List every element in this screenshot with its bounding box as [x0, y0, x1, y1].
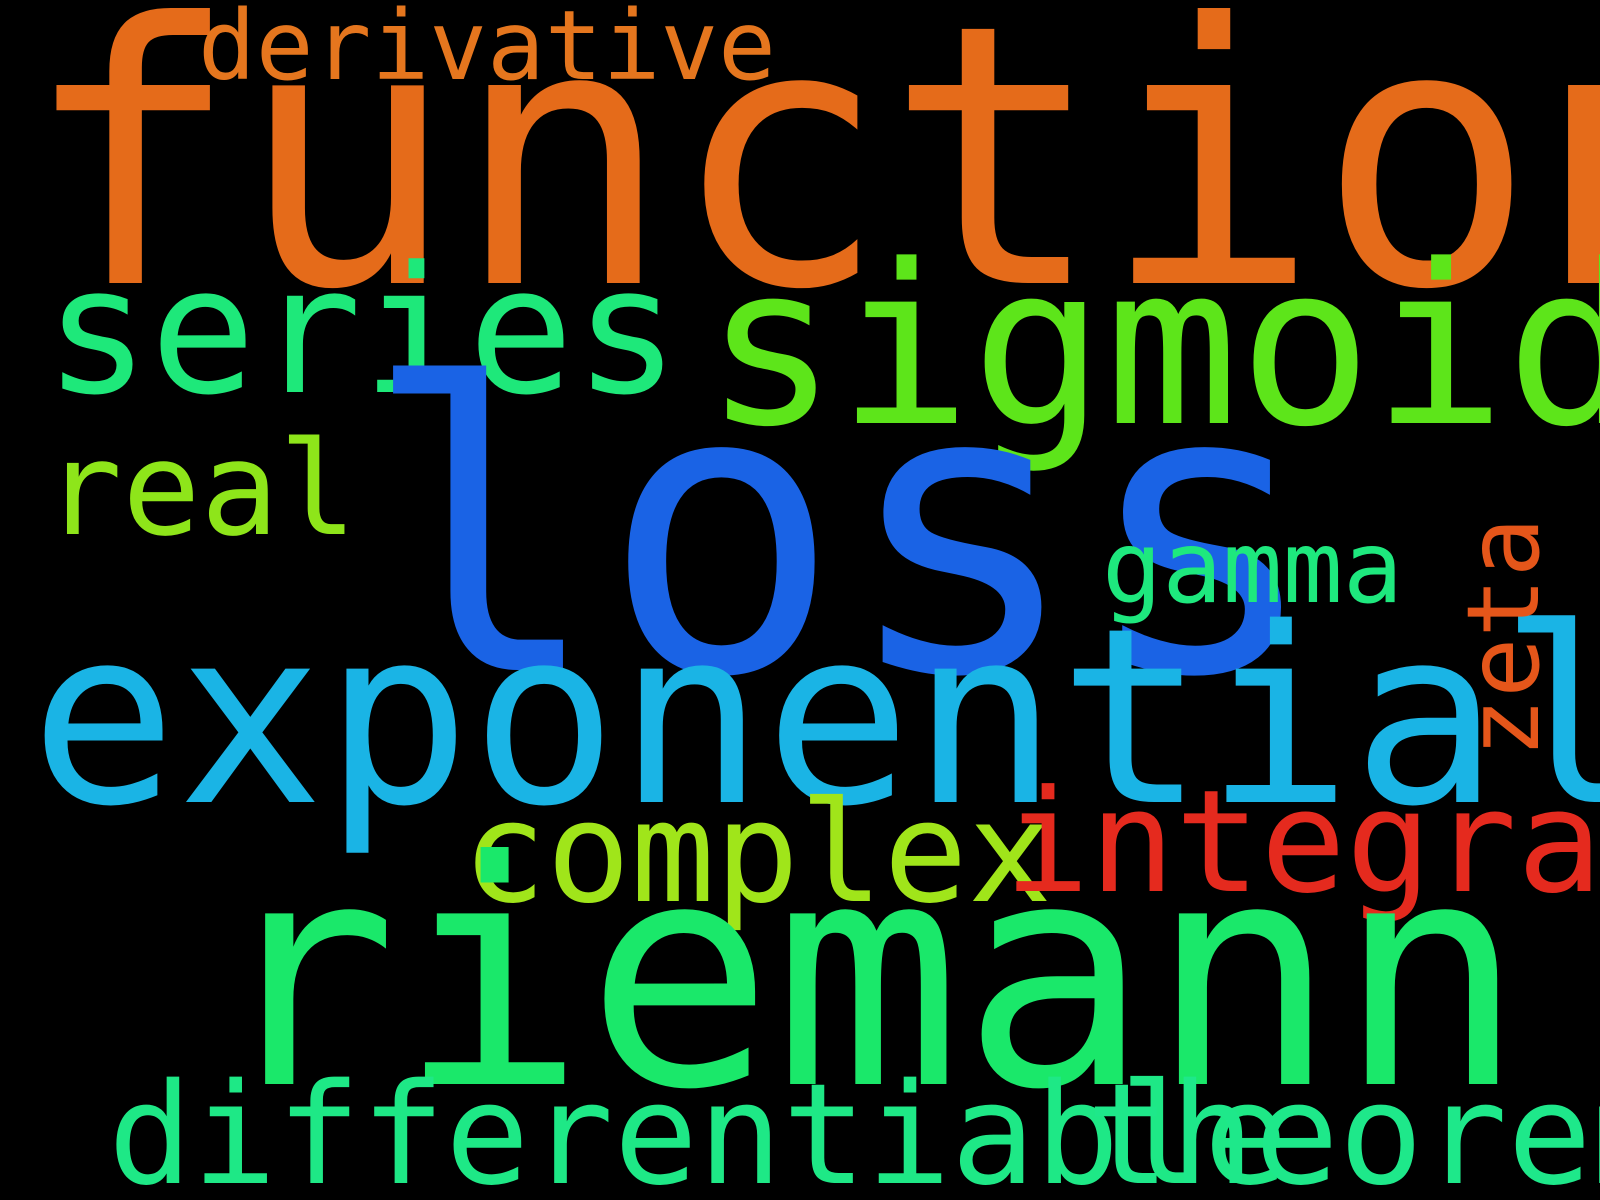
word-exponential: exponential	[30, 576, 1600, 860]
word-real: real	[44, 413, 358, 565]
word-loss: loss	[362, 301, 1321, 764]
word-integral: integral	[1004, 760, 1600, 925]
word-gamma: gamma	[1102, 509, 1404, 626]
word-series: series	[44, 229, 680, 434]
word-theorem: theorem	[1086, 1054, 1600, 1200]
word-differentiable: differentiable	[108, 1054, 1289, 1200]
word-function: function	[22, 0, 1600, 369]
word-sigmoid: sigmoid	[704, 218, 1600, 476]
word-riemann: riemann	[210, 794, 1525, 1158]
word-derivative: derivative	[198, 0, 776, 102]
word-complex: complex	[462, 772, 1053, 935]
word-zeta: zeta	[1445, 517, 1562, 758]
